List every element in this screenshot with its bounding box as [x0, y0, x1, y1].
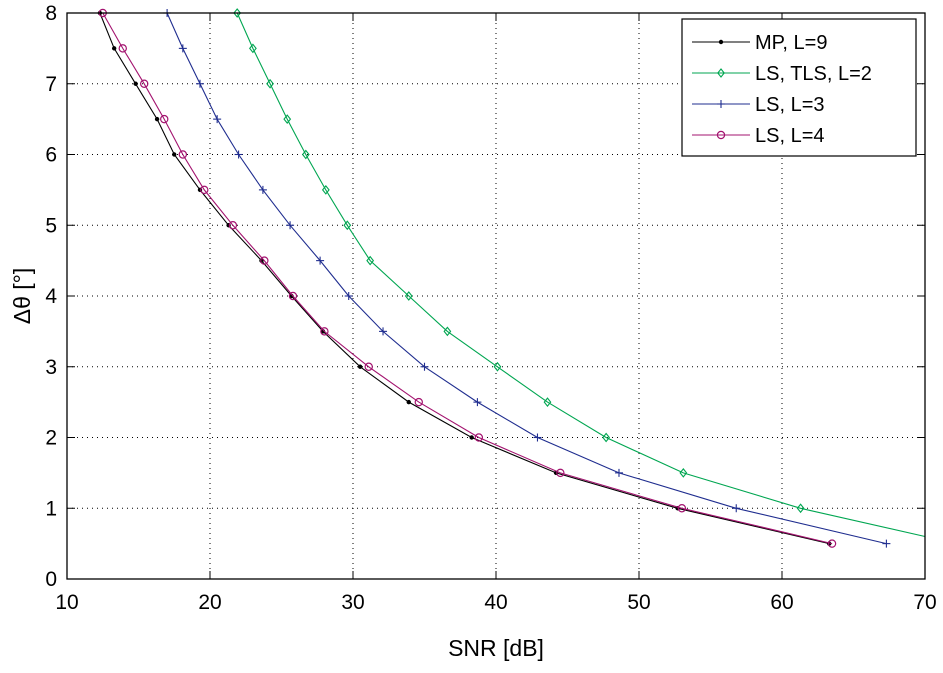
data-point: [321, 184, 330, 195]
data-point: [266, 78, 274, 89]
series-line-ls-l-4: [102, 12, 833, 545]
series-line-ls-tls-l-2: [236, 12, 926, 538]
data-point: [260, 256, 269, 265]
data-point: [154, 116, 160, 122]
data-point: [364, 362, 373, 371]
data-point: [233, 8, 242, 18]
y-tick-label: 3: [45, 356, 57, 379]
data-point: [258, 185, 267, 194]
data-point: [732, 504, 741, 513]
series-line-mp-l-9: [99, 12, 830, 545]
data-point: [344, 292, 353, 300]
data-point: [172, 152, 177, 157]
data-point: [133, 81, 138, 86]
data-point: [602, 432, 611, 443]
y-tick-label: 2: [45, 427, 57, 450]
x-tick-label: 30: [341, 591, 364, 614]
data-point: [796, 503, 805, 514]
x-tick-label: 60: [770, 591, 793, 614]
data-point: [200, 185, 209, 195]
legend-marker: [716, 130, 726, 140]
data-point: [533, 433, 542, 442]
series-mp-l-9: [97, 10, 832, 546]
data-point: [882, 539, 891, 548]
data-point: [357, 364, 363, 369]
data-point: [406, 399, 411, 405]
data-point: [178, 150, 188, 159]
data-point: [404, 291, 413, 301]
legend-marker: [717, 68, 725, 78]
legend-label: MP, L=9: [755, 32, 827, 54]
data-point: [556, 468, 565, 478]
data-point: [679, 467, 688, 478]
x-tick-label: 70: [913, 591, 936, 614]
y-tick-label: 7: [45, 73, 57, 96]
data-point: [118, 44, 127, 53]
x-tick-label: 40: [484, 591, 507, 614]
x-tick-label: 10: [55, 591, 78, 614]
data-point: [140, 79, 149, 88]
legend: MP, L=9 LS, TLS, L=2 LS, L=3 LS, L=4: [681, 18, 917, 157]
data-point: [178, 44, 187, 53]
data-point: [286, 221, 295, 230]
x-axis-label: SNR [dB]: [448, 635, 544, 661]
legend-label: LS, L=4: [755, 125, 825, 147]
data-point: [228, 221, 238, 230]
data-point: [469, 435, 474, 440]
data-point: [160, 114, 169, 124]
legend-item: LS, L=3: [692, 94, 825, 116]
x-tick-label: 20: [198, 591, 221, 614]
data-point: [614, 468, 623, 477]
data-point: [493, 361, 502, 372]
data-point: [677, 504, 687, 513]
legend-item: LS, L=4: [692, 125, 825, 147]
data-point: [301, 149, 310, 160]
data-point: [474, 433, 484, 442]
data-point: [316, 256, 325, 265]
data-point: [283, 114, 292, 125]
axis-ticks: 10 20 30 40 50 60 70 0 1 2 3 4 5 6 7 8: [45, 2, 936, 614]
data-point: [195, 79, 204, 88]
y-tick-label: 4: [45, 285, 57, 308]
y-axis-label: Δθ [°]: [9, 268, 35, 325]
data-point: [320, 327, 329, 336]
y-tick-label: 5: [45, 214, 57, 237]
data-point: [420, 362, 429, 371]
legend-item: LS, TLS, L=2: [692, 63, 872, 85]
series-ls-tls-l-2: [233, 8, 926, 538]
data-point: [543, 397, 552, 408]
data-point: [414, 397, 423, 407]
data-point: [288, 291, 298, 301]
data-point: [248, 43, 257, 54]
data-point: [379, 327, 388, 336]
data-point: [111, 46, 117, 51]
data-point: [343, 220, 352, 231]
legend-label: LS, TLS, L=2: [755, 63, 872, 85]
data-point: [366, 255, 375, 266]
series-line-ls-l-3: [166, 12, 887, 545]
y-tick-label: 1: [45, 497, 57, 520]
y-tick-label: 6: [45, 144, 57, 167]
legend-marker: [717, 100, 725, 108]
data-point: [473, 398, 482, 407]
y-tick-label: 0: [45, 568, 57, 591]
legend-marker: [718, 39, 724, 45]
legend-label: LS, L=3: [755, 94, 825, 116]
series-lines: [97, 8, 926, 548]
y-tick-label: 8: [45, 2, 57, 25]
data-point: [213, 115, 222, 124]
x-tick-label: 50: [627, 591, 650, 614]
legend-item: MP, L=9: [692, 32, 827, 54]
data-point: [234, 150, 243, 159]
data-point: [443, 326, 452, 337]
data-point: [827, 539, 837, 548]
